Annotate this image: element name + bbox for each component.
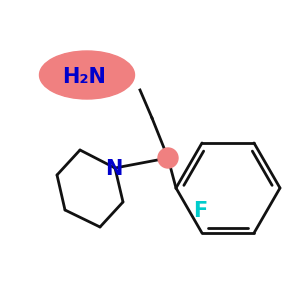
- Text: N: N: [105, 159, 123, 179]
- Circle shape: [158, 148, 178, 168]
- Text: H₂N: H₂N: [62, 67, 106, 87]
- Ellipse shape: [40, 51, 134, 99]
- Text: F: F: [193, 201, 207, 221]
